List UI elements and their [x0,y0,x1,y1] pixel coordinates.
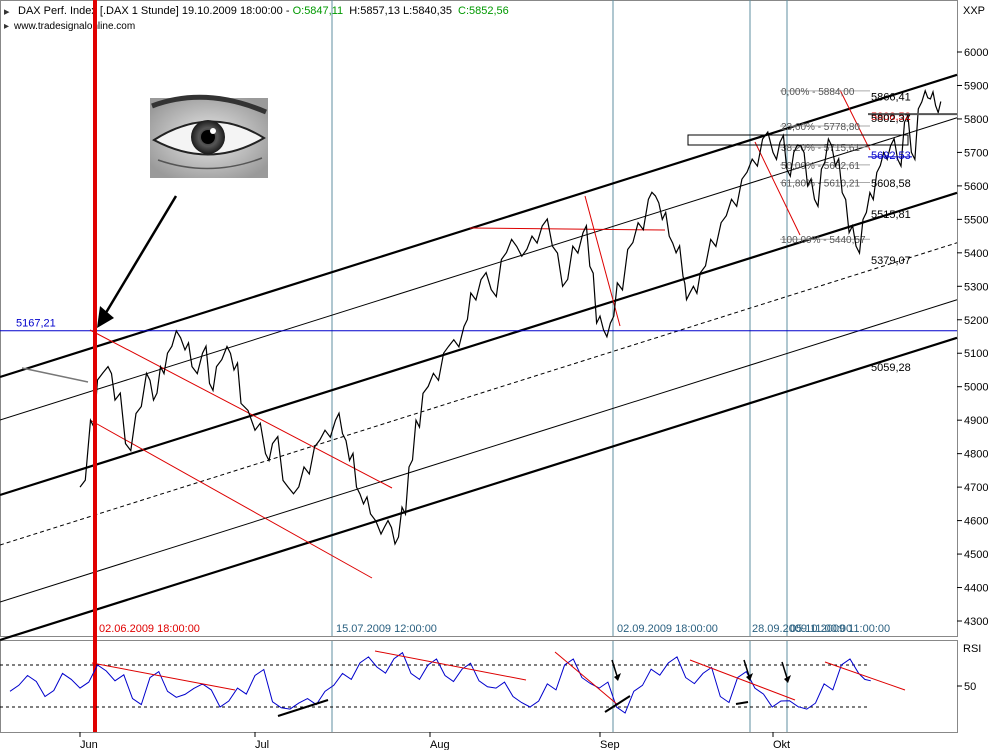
channel-upper [0,73,958,379]
y-tick-label: 4900 [964,415,988,427]
header-symbol: DAX Perf. Index [.DAX 1 Stunde] 19.10.20… [18,5,290,17]
y-tick-label: 4600 [964,516,988,528]
fib-label: 50,00% - 5662,61 [781,161,860,172]
y-tick-label: 4300 [964,616,988,628]
price-series [79,88,942,546]
header-open: O:5847,11 [293,5,344,17]
trend-line-grey [21,367,89,383]
rsi-panel-frame [0,640,958,733]
x-tick-label: Jul [255,739,269,750]
rsi-layer [0,641,906,732]
x-tick-label: Aug [430,739,450,750]
level-label: 5515,81 [871,209,911,221]
channel-middle [0,191,958,497]
rsi-support-line [604,695,631,713]
y-tick-label: 5500 [964,214,988,226]
chart-header: ▸ DAX Perf. Index [.DAX 1 Stunde] 19.10.… [4,5,509,32]
trend-line-red [584,195,621,327]
trend-line-red [469,227,666,231]
y-tick-label: 5600 [964,181,988,193]
y-tick-label: 5100 [964,348,988,360]
website-icon: ▸ [4,21,9,32]
rsi-arrow [781,661,788,679]
rsi-trend-line [554,651,619,706]
rsi-trend-line [374,650,527,681]
y-tick-label: 4500 [964,549,988,561]
arrow-head [97,306,114,328]
date-annotation: 02.09.2009 18:00:00 [617,623,718,635]
fib-label: 0,00% - 5884,00 [781,87,855,98]
trend-line-red [89,329,393,489]
channel-dashed-mid [0,299,958,603]
y-tick-label: 4700 [964,482,988,494]
arrow-line [102,195,178,317]
price-panel-frame [0,0,958,637]
y-tick-label: 4400 [964,583,988,595]
date-annotation: 28.09.2009 11:00:00 [752,623,852,635]
y-tick-label: 5700 [964,147,988,159]
rsi-tick-label: 50 [964,681,976,693]
rsi-arrow-head [784,675,791,683]
axis-layer: XXP 6000 5900 5800 5700 5600 5500 5400 5300 5200 5… [79,5,988,751]
rsi-arrow [743,659,750,677]
x-tick-label: Jun [80,739,98,750]
date-annotation: 02.06.2009 18:00:00 [99,623,200,635]
y-tick-label: 5200 [964,315,988,327]
y-tick-label: 5800 [964,114,988,126]
fib-label: 100,00% - 5440,57 [781,235,866,246]
y-tick-label: 6000 [964,47,988,59]
fib-label: 61,80% - 5610,21 [781,178,860,189]
date-annotation: 15.07.2009 12:00:00 [336,623,437,635]
level-label: 5059,28 [871,362,911,374]
level-label: 5692,53 [871,150,911,162]
rsi-trend-line [689,659,796,701]
y-tick-label: 5900 [964,80,988,92]
header-hlc: H:5857,13 L:5840,35 [349,5,452,17]
svg-text:DAX Perf. Index [.DAX 1 Stund: DAX Perf. Index [.DAX 1 Stunde] 19.10.20… [18,5,509,17]
rsi-arrow-head [614,673,621,681]
fib-label: 23,60% - 5778,80 [781,122,860,133]
level-label: 5379,07 [871,255,911,267]
channel-lower [0,336,958,642]
header-close: C:5852,56 [458,5,509,17]
header-website: www.tradesignalonline.com [13,21,135,32]
collapse-icon[interactable]: ▸ [4,6,10,18]
date-annotation: 05.10.2009 11:00:00 [790,623,890,635]
y-axis-label: XXP [963,5,985,17]
trend-line-red [89,419,373,579]
eye-image [150,94,268,178]
rsi-series [9,651,871,714]
x-tick-label: Sep [600,739,620,750]
level-label: 5866,41 [871,92,911,104]
rsi-support-line [277,699,329,717]
y-tick-label: 4800 [964,449,988,461]
rsi-axis-label: RSI [963,643,981,655]
trend-line-red [754,141,801,236]
y-tick-label: 5400 [964,248,988,260]
rsi-support-line [735,701,749,705]
rsi-arrow [611,659,618,677]
level-label: 5608,58 [871,178,911,190]
rsi-trend-line [824,661,906,691]
fib-label: 38,20% - 5715,61 [781,143,860,154]
y-tick-label: 5300 [964,281,988,293]
channel-dashed-upper [0,242,958,546]
trend-line-red [839,89,871,151]
y-tick-label: 5000 [964,382,988,394]
level-label: 5802,37 [871,113,911,125]
rsi-trend-line [91,662,236,691]
x-tick-label: Okt [773,739,790,750]
rsi-arrow-head [746,673,753,681]
price-layer: 5167,21 0,00% - 5884,00 23,60% - 5778,80 38… [0,0,958,732]
level-label-5167: 5167,21 [16,318,56,330]
